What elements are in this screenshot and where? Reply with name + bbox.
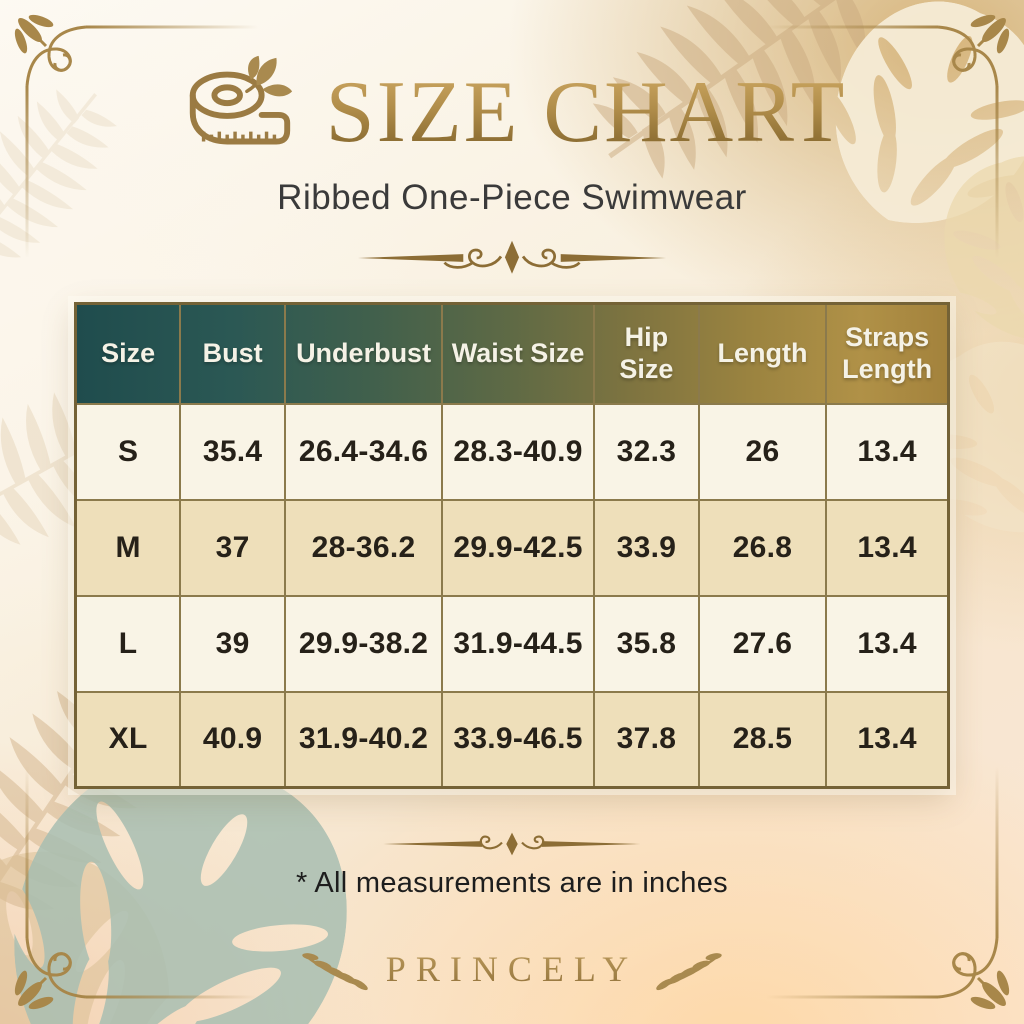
column-header-straps: Straps Length [825, 302, 950, 405]
table-row-xl: XL 40.9 31.9-40.2 33.9-46.5 37.8 28.5 13… [74, 690, 950, 789]
table-cell: 33.9 [593, 498, 700, 597]
table-cell: 35.4 [179, 402, 286, 501]
header-row: Size Bust Underbust Waist Size Hip Size … [74, 302, 950, 405]
table-cell: 27.6 [697, 594, 828, 693]
table-cell: 33.9-46.5 [441, 690, 596, 789]
table-cell: 13.4 [825, 402, 950, 501]
ornamental-divider-top [358, 240, 668, 274]
table-cell: 28-36.2 [283, 498, 444, 597]
column-header-underbust: Underbust [283, 302, 444, 405]
table-cell: XL [74, 690, 182, 789]
table-cell: 39 [179, 594, 286, 693]
table-cell: S [74, 402, 182, 501]
column-header-size: Size [74, 302, 182, 405]
table-cell: 31.9-40.2 [283, 690, 444, 789]
table-cell: 13.4 [825, 690, 950, 789]
table-cell: 26.8 [697, 498, 828, 597]
title-block: SIZE CHART [178, 55, 847, 168]
ornamental-divider-bottom [383, 832, 642, 856]
table-header: Size Bust Underbust Waist Size Hip Size … [74, 302, 950, 405]
tape-tick-marks [201, 131, 276, 142]
laurel-branch-right-icon [656, 953, 722, 991]
column-header-bust: Bust [179, 302, 286, 405]
table-row-m: M 37 28-36.2 29.9-42.5 33.9 26.8 13.4 [74, 498, 950, 597]
table-cell: 13.4 [825, 498, 950, 597]
table-cell: 29.9-42.5 [441, 498, 596, 597]
table-cell: 37.8 [593, 690, 700, 789]
table-cell: 28.5 [697, 690, 828, 789]
table-cell: 29.9-38.2 [283, 594, 444, 693]
table-cell: 32.3 [593, 402, 700, 501]
column-header-hip: Hip Size [593, 302, 700, 405]
content-column: SIZE CHART Ribbed One-Piece Swimwear S [74, 55, 950, 992]
subtitle: Ribbed One-Piece Swimwear [277, 178, 747, 217]
page-title: SIZE CHART [325, 63, 847, 161]
brand-name: PRINCELY [385, 949, 639, 989]
measurements-note: * All measurements are in inches [296, 867, 728, 899]
table-cell: 28.3-40.9 [441, 402, 596, 501]
table-cell: 31.9-44.5 [441, 594, 596, 693]
column-header-waist: Waist Size [441, 302, 596, 405]
table-cell: M [74, 498, 182, 597]
table-cell: 26 [697, 402, 828, 501]
leaf-sprig [247, 55, 292, 97]
table-row-s: S 35.4 26.4-34.6 28.3-40.9 32.3 26 13.4 [74, 402, 950, 501]
table-cell: 26.4-34.6 [283, 402, 444, 501]
table-cell: 37 [179, 498, 286, 597]
table-cell: L [74, 594, 182, 693]
table-cell: 35.8 [593, 594, 700, 693]
size-chart-table: Size Bust Underbust Waist Size Hip Size … [74, 302, 950, 789]
measuring-tape-icon [189, 55, 292, 145]
table-cell: 40.9 [179, 690, 286, 789]
brand-logo: PRINCELY [298, 946, 726, 992]
column-header-length: Length [697, 302, 828, 405]
laurel-branch-left-icon [302, 953, 368, 991]
table-row-l: L 39 29.9-38.2 31.9-44.5 35.8 27.6 13.4 [74, 594, 950, 693]
table-cell: 13.4 [825, 594, 950, 693]
